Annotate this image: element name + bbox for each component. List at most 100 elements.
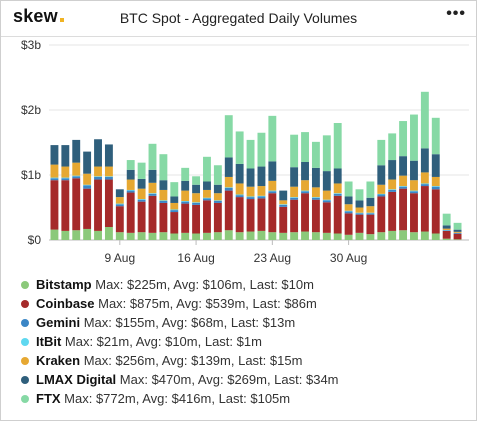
bar-segment-bitstamp[interactable] [159,232,168,240]
bar-segment-bitstamp[interactable] [290,232,299,240]
bar-segment-itbit[interactable] [126,189,135,191]
bar-segment-bitstamp[interactable] [399,230,408,240]
bar-segment-coinbase[interactable] [115,206,124,233]
bar-segment-lmax-digital[interactable] [192,184,201,194]
bar-segment-kraken[interactable] [94,166,102,177]
bar-segment-ftx[interactable] [159,154,168,181]
bar-segment-kraken[interactable] [224,176,233,188]
bar-segment-gemini[interactable] [257,196,266,199]
bar-segment-coinbase[interactable] [453,233,462,240]
bar-segment-coinbase[interactable] [203,200,211,233]
bar-segment-coinbase[interactable] [431,189,440,234]
bar-segment-lmax-digital[interactable] [388,160,397,180]
bar-segment-coinbase[interactable] [355,214,364,233]
bar-segment-itbit[interactable] [115,203,124,205]
bar-segment-itbit[interactable] [322,199,331,201]
bar-segment-bitstamp[interactable] [213,232,222,240]
bar-segment-kraken[interactable] [235,183,244,195]
bar-segment-coinbase[interactable] [72,178,81,231]
bar-segment-itbit[interactable] [83,184,92,186]
bar-segment-lmax-digital[interactable] [115,189,124,198]
bar-segment-ftx[interactable] [257,132,266,167]
bar-segment-bitstamp[interactable] [181,232,190,240]
bar-segment-kraken[interactable] [268,180,277,191]
bar-segment-coinbase[interactable] [268,193,277,233]
bar-segment-ftx[interactable] [399,121,408,157]
bar-segment-itbit[interactable] [410,190,418,192]
bar-segment-coinbase[interactable] [420,186,429,232]
bar-segment-gemini[interactable] [442,230,451,231]
bar-segment-gemini[interactable] [290,197,299,200]
bar-segment-lmax-digital[interactable] [442,225,451,229]
legend-item-bitstamp[interactable]: Bitstamp Max: $225m, Avg: $106m, Last: $… [21,275,339,294]
bar-segment-itbit[interactable] [268,190,277,192]
bar-segment-ftx[interactable] [442,213,451,226]
legend-item-kraken[interactable]: Kraken Max: $256m, Avg: $139m, Last: $15… [21,351,339,370]
bar-segment-lmax-digital[interactable] [159,180,168,190]
bar-segment-kraken[interactable] [246,186,255,197]
bar-segment-kraken[interactable] [388,179,397,190]
bar-segment-gemini[interactable] [170,210,179,213]
bar-segment-bitstamp[interactable] [279,232,288,240]
bar-segment-gemini[interactable] [213,201,222,203]
bar-segment-ftx[interactable] [192,176,201,185]
bar-segment-ftx[interactable] [235,131,244,164]
bar-segment-lmax-digital[interactable] [290,167,299,187]
bar-segment-lmax-digital[interactable] [50,145,59,165]
bar-segment-bitstamp[interactable] [377,232,386,240]
bar-segment-bitstamp[interactable] [268,232,277,240]
bar-segment-bitstamp[interactable] [442,238,451,240]
bar-segment-lmax-digital[interactable] [344,196,353,205]
bar-segment-itbit[interactable] [181,201,190,202]
bar-segment-gemini[interactable] [159,201,168,203]
bar-segment-kraken[interactable] [50,164,59,178]
bar-segment-lmax-digital[interactable] [181,180,190,191]
bar-segment-itbit[interactable] [355,212,364,214]
bar-segment-coinbase[interactable] [442,230,451,239]
bar-segment-kraken[interactable] [420,172,429,184]
bar-segment-kraken[interactable] [181,190,190,201]
bar-segment-kraken[interactable] [399,175,408,187]
bar-segment-ftx[interactable] [453,222,462,230]
bar-segment-lmax-digital[interactable] [72,139,81,163]
bar-segment-gemini[interactable] [126,190,135,193]
bar-segment-gemini[interactable] [268,191,277,194]
bar-segment-lmax-digital[interactable] [333,168,342,184]
bar-segment-itbit[interactable] [279,204,288,205]
bar-segment-gemini[interactable] [388,189,397,192]
bar-segment-lmax-digital[interactable] [246,168,255,187]
bar-segment-kraken[interactable] [137,188,146,200]
bar-segment-gemini[interactable] [224,188,233,191]
bar-segment-itbit[interactable] [192,202,201,203]
bar-segment-gemini[interactable] [399,186,408,189]
bar-segment-gemini[interactable] [333,193,342,196]
bar-segment-gemini[interactable] [115,204,124,207]
bar-segment-gemini[interactable] [181,201,190,204]
bar-segment-kraken[interactable] [322,190,331,200]
bar-segment-bitstamp[interactable] [61,230,70,240]
bar-segment-gemini[interactable] [235,195,244,198]
bar-segment-ftx[interactable] [137,162,146,179]
bar-segment-lmax-digital[interactable] [322,171,331,191]
bar-segment-coinbase[interactable] [213,202,222,233]
bar-segment-lmax-digital[interactable] [366,197,375,207]
bar-segment-bitstamp[interactable] [333,233,342,241]
bar-segment-itbit[interactable] [224,187,233,188]
bar-segment-coinbase[interactable] [344,213,353,235]
bar-segment-bitstamp[interactable] [322,232,331,240]
bar-segment-kraken[interactable] [126,179,135,190]
bar-segment-bitstamp[interactable] [257,230,266,240]
bar-segment-lmax-digital[interactable] [170,196,179,203]
bar-segment-kraken[interactable] [366,206,375,213]
bar-segment-coinbase[interactable] [366,214,375,235]
bar-segment-kraken[interactable] [333,183,342,194]
bar-segment-ftx[interactable] [246,139,255,169]
bar-segment-lmax-digital[interactable] [235,163,244,184]
bar-segment-gemini[interactable] [322,200,331,203]
bar-segment-itbit[interactable] [377,193,386,195]
bar-segment-kraken[interactable] [203,189,211,198]
bar-segment-gemini[interactable] [301,191,309,194]
bar-segment-bitstamp[interactable] [94,230,102,240]
bar-segment-kraken[interactable] [453,231,462,233]
bar-segment-kraken[interactable] [442,228,451,230]
